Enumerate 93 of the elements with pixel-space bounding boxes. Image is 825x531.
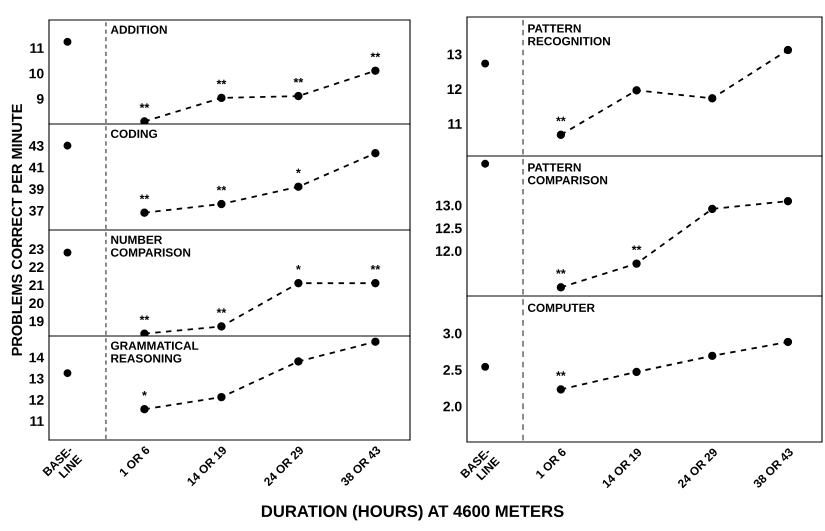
point bbox=[784, 46, 792, 54]
text: PATTERN COMPARISON bbox=[528, 163, 608, 184]
point bbox=[784, 338, 792, 346]
y-tick-label: 22 bbox=[29, 262, 44, 272]
point bbox=[708, 204, 716, 214]
point bbox=[140, 329, 149, 336]
y-tick-label: 3.0 bbox=[443, 328, 462, 338]
x-axis-title: DURATION (HOURS) AT 4600 METERS bbox=[262, 504, 564, 520]
y-tick-label: 43 bbox=[28, 140, 44, 151]
y-tick-label: 37 bbox=[29, 206, 44, 216]
point bbox=[371, 149, 380, 158]
chart-title: CODING bbox=[110, 130, 157, 138]
y-tick-label: 12.5 bbox=[436, 223, 462, 234]
annotation: ** bbox=[370, 265, 380, 270]
y-tick-label: 10 bbox=[30, 68, 44, 78]
annotation: * bbox=[296, 265, 301, 270]
chart-title: COMPUTER bbox=[528, 304, 595, 312]
annotation: ** bbox=[216, 186, 226, 191]
point bbox=[64, 38, 72, 46]
point bbox=[481, 160, 490, 168]
y-tick-label: 39 bbox=[29, 184, 44, 194]
x-tick-label: 14 OR 19 bbox=[602, 447, 642, 488]
point bbox=[556, 385, 566, 394]
y-tick-label: 2.0 bbox=[443, 402, 462, 412]
annotation: ** bbox=[140, 103, 150, 108]
point bbox=[371, 66, 380, 75]
point bbox=[140, 405, 149, 414]
text: PATTERN RECOGNITION bbox=[528, 24, 610, 46]
point bbox=[708, 352, 716, 360]
y-tick-label: 12 bbox=[30, 395, 44, 405]
point bbox=[217, 392, 226, 402]
point bbox=[140, 117, 149, 124]
y-tick-label: 23 bbox=[29, 244, 44, 254]
point bbox=[64, 142, 72, 150]
x-tick-label: 1 OR 6 bbox=[118, 445, 150, 477]
annotation: ** bbox=[556, 269, 566, 274]
annotation: ** bbox=[216, 80, 226, 84]
x-tick-label: 14 OR 19 bbox=[186, 445, 228, 486]
point bbox=[294, 279, 303, 288]
y-tick-label: 20 bbox=[29, 298, 44, 308]
point bbox=[64, 248, 72, 256]
x-tick-label: 24 OR 29 bbox=[677, 447, 718, 488]
point bbox=[64, 369, 72, 378]
y-tick-label: 21 bbox=[29, 280, 44, 290]
point bbox=[294, 92, 303, 100]
y-axis-title: PROBLEMS CORRECT PER MINUTE bbox=[12, 104, 22, 356]
point bbox=[632, 259, 641, 268]
annotation: ** bbox=[216, 308, 226, 313]
point bbox=[140, 208, 149, 217]
y-tick-label: 2.5 bbox=[443, 365, 462, 375]
annotation: * bbox=[142, 391, 147, 396]
y-tick-label: 11 bbox=[30, 416, 44, 426]
y-tick-label: 12.0 bbox=[436, 246, 462, 256]
y-tick-label: 13.0 bbox=[436, 200, 462, 210]
y-tick-label: 11 bbox=[30, 43, 44, 53]
x-tick-label: 1 OR 6 bbox=[535, 447, 567, 479]
point bbox=[371, 279, 380, 288]
annotation: ** bbox=[556, 116, 566, 122]
point bbox=[632, 368, 641, 376]
point bbox=[217, 322, 226, 331]
y-tick-label: 9 bbox=[36, 94, 44, 104]
y-tick-label: 11 bbox=[448, 119, 462, 129]
y-tick-label: 19 bbox=[30, 316, 44, 326]
y-tick-label: 14 bbox=[30, 352, 44, 362]
annotation: ** bbox=[632, 245, 642, 250]
x-tick-label: 38 OR 43 bbox=[752, 447, 794, 489]
point bbox=[708, 94, 716, 102]
point bbox=[294, 182, 303, 191]
text: NUMBER COMPARISON bbox=[110, 236, 190, 257]
point bbox=[481, 60, 490, 68]
point bbox=[556, 283, 566, 292]
annotation: ** bbox=[140, 194, 150, 200]
point bbox=[294, 357, 303, 366]
x-tick-label: 24 OR 29 bbox=[263, 445, 304, 486]
y-tick-label: 41 bbox=[28, 162, 44, 172]
annotation: ** bbox=[556, 371, 566, 376]
annotation: ** bbox=[140, 316, 150, 320]
y-tick-label: 12 bbox=[448, 84, 462, 94]
point bbox=[556, 130, 566, 139]
point bbox=[784, 196, 792, 206]
y-tick-label: 13 bbox=[448, 50, 462, 60]
point bbox=[632, 86, 641, 94]
point bbox=[371, 338, 380, 346]
chart-title: ADDITION bbox=[110, 26, 167, 34]
y-tick-label: 13 bbox=[30, 374, 44, 384]
annotation: ** bbox=[294, 78, 304, 83]
point bbox=[217, 94, 226, 102]
x-tick-label: 38 OR 43 bbox=[340, 445, 382, 487]
text: GRAMMATICAL REASONING bbox=[110, 342, 198, 363]
point bbox=[217, 200, 226, 208]
annotation: ** bbox=[370, 52, 380, 58]
point bbox=[481, 362, 490, 371]
annotation: * bbox=[296, 168, 301, 174]
